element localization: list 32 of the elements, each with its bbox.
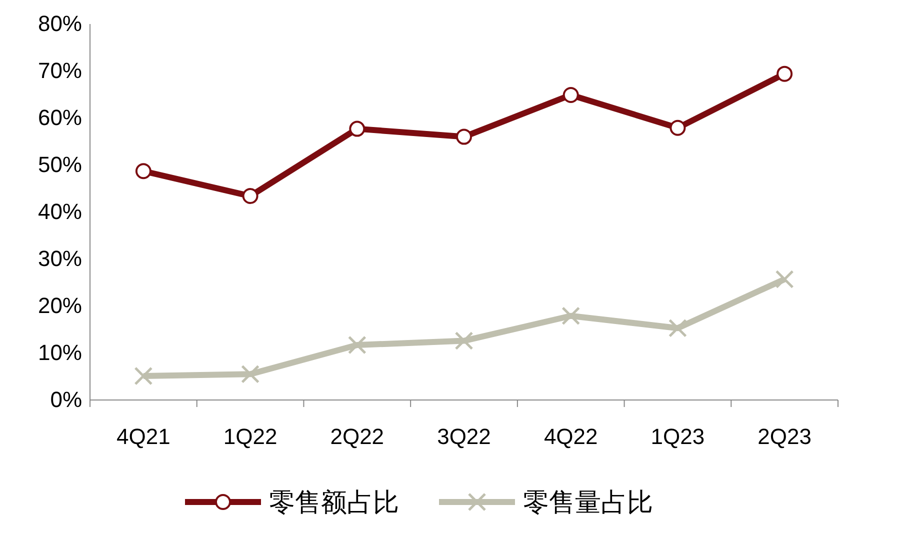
point — [562, 306, 580, 326]
legend-label: 零售量占比 — [523, 487, 653, 517]
point — [775, 270, 794, 288]
point — [776, 66, 793, 82]
point — [241, 364, 260, 384]
x-tick-label: 2Q23 — [758, 424, 812, 449]
x-tick-label: 1Q23 — [650, 424, 705, 449]
point — [668, 318, 687, 338]
y-tick-label: 20% — [38, 293, 82, 318]
y-tick-label: 40% — [38, 199, 82, 224]
point — [349, 120, 366, 137]
y-tick-label: 0% — [50, 387, 82, 412]
y-tick-label: 80% — [38, 11, 82, 36]
point — [456, 128, 472, 145]
point — [134, 366, 153, 386]
point — [670, 120, 686, 136]
y-tick-label: 70% — [38, 58, 82, 84]
x-tick-label: 4Q21 — [116, 424, 170, 449]
x-tick-label: 2Q22 — [330, 424, 384, 449]
y-tick-label: 60% — [38, 105, 82, 130]
y-tick-label: 50% — [38, 152, 82, 178]
x-tick-label: 3Q22 — [437, 424, 491, 449]
point — [562, 86, 579, 103]
y-tick-label: 10% — [38, 340, 82, 366]
x-tick-label: 1Q22 — [223, 424, 278, 449]
y-tick-label: 30% — [38, 246, 82, 272]
point — [135, 163, 152, 180]
point — [348, 336, 366, 354]
legend-label: 零售额占比 — [269, 487, 399, 517]
point — [454, 332, 474, 350]
x-tick-label: 4Q22 — [544, 424, 598, 449]
point — [242, 188, 258, 204]
